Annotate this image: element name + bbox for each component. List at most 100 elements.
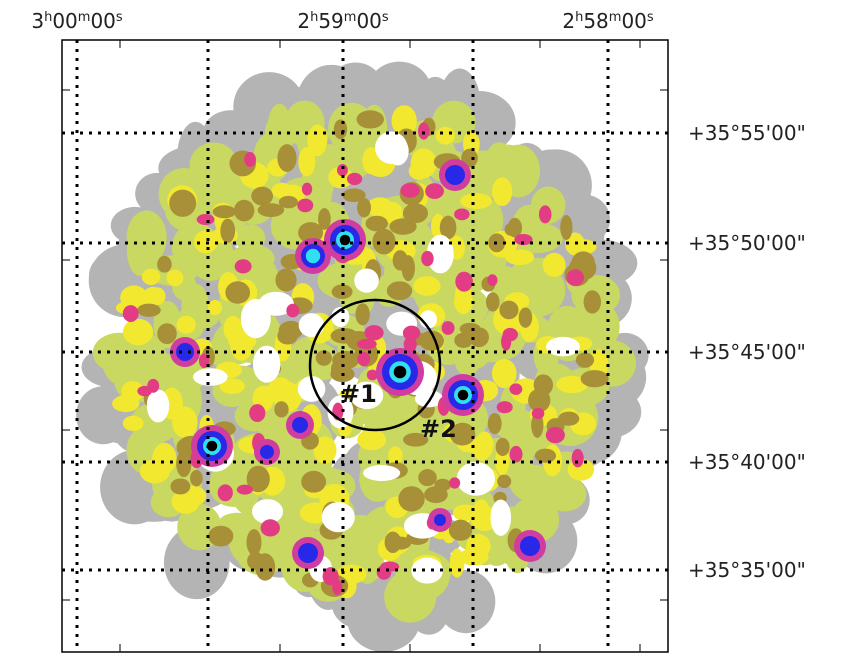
emission [486, 292, 500, 311]
ra-label-part: 59 [318, 9, 343, 33]
emission [218, 484, 233, 501]
emission [235, 259, 252, 273]
emission [487, 274, 497, 286]
source-label: #2 [420, 415, 457, 443]
emission [411, 148, 437, 178]
emission [560, 215, 572, 240]
emission [505, 249, 534, 265]
source-label: #1 [340, 380, 377, 408]
ra-label-part: h [310, 10, 318, 25]
emission [509, 383, 522, 394]
emission [247, 529, 262, 555]
emission [499, 301, 518, 320]
emission [488, 413, 502, 434]
emission [436, 127, 455, 145]
emission [497, 401, 513, 413]
emission [356, 303, 370, 325]
dec-label: +35°45'00" [688, 340, 806, 364]
emission [411, 557, 443, 583]
emission [332, 284, 353, 299]
emission [532, 408, 545, 419]
emission [398, 486, 424, 511]
ra-label-part: s [382, 10, 389, 25]
emission [543, 253, 566, 277]
emission [581, 370, 609, 387]
ra-label-part: h [575, 10, 583, 25]
emission [496, 438, 510, 456]
ra-label-part: 00 [90, 9, 115, 33]
emission [490, 499, 511, 535]
emission [400, 183, 419, 198]
emission [501, 333, 511, 351]
emission [519, 307, 532, 327]
emission [334, 119, 347, 139]
emission [123, 319, 153, 345]
emission [567, 269, 585, 286]
emission [453, 504, 479, 521]
emission [455, 272, 473, 292]
ra-label-part: m [78, 10, 91, 25]
emission [318, 208, 331, 230]
emission [356, 110, 383, 128]
ra-label-part: 00 [356, 9, 381, 33]
emission [472, 436, 491, 461]
emission [176, 450, 191, 477]
emission [449, 477, 460, 488]
emission [357, 429, 386, 450]
bright-source [434, 514, 446, 526]
emission [147, 379, 159, 393]
emission [546, 427, 565, 443]
emission [220, 219, 235, 243]
emission [425, 183, 444, 199]
emission [251, 187, 273, 206]
emission [167, 269, 184, 286]
emission [234, 200, 255, 222]
emission [213, 205, 236, 218]
emission [418, 122, 429, 139]
emission [354, 268, 379, 292]
bright-source [520, 536, 540, 556]
emission [297, 199, 313, 213]
emission [307, 124, 327, 156]
emission [197, 214, 215, 225]
emission [402, 255, 415, 281]
emission [241, 299, 271, 338]
emission [497, 475, 511, 488]
emission [137, 304, 161, 317]
ra-label-part: s [116, 10, 123, 25]
emission [172, 407, 197, 438]
emission [387, 281, 412, 300]
emission [403, 326, 420, 341]
bright-source [445, 165, 465, 185]
emission [190, 470, 203, 486]
emission [505, 223, 518, 236]
ra-label-part: 58 [583, 9, 608, 33]
emission [142, 269, 160, 285]
emission [208, 526, 233, 547]
ra-label-part: 2 [562, 9, 575, 33]
emission [454, 289, 473, 314]
emission [372, 229, 395, 255]
emission [572, 449, 584, 468]
emission [255, 553, 275, 580]
bright-source [176, 343, 194, 361]
emission [244, 152, 256, 167]
emission [390, 537, 411, 550]
emission [357, 339, 377, 349]
emission [249, 404, 265, 422]
emission [301, 471, 326, 493]
emission [127, 211, 167, 265]
bright-source [292, 417, 308, 433]
dec-label: +35°50'00" [688, 231, 806, 255]
bright-source [260, 445, 274, 459]
emission [343, 188, 366, 202]
emission [208, 300, 222, 315]
bright-source [458, 390, 469, 401]
emission [299, 313, 324, 337]
emission [535, 449, 556, 463]
ra-label-part: 00 [621, 9, 646, 33]
emission [275, 269, 296, 292]
ra-label-part: h [44, 10, 52, 25]
emission [274, 401, 288, 417]
emission [279, 196, 298, 208]
